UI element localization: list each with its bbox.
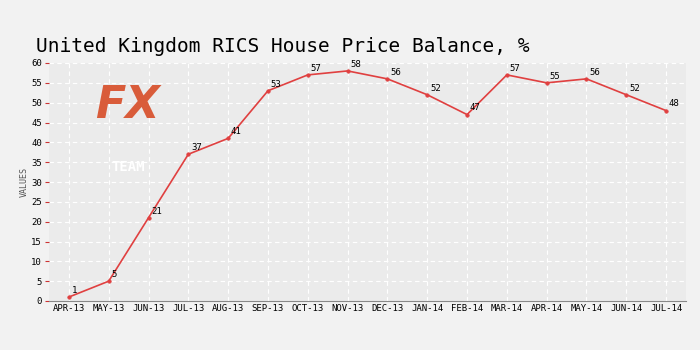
Text: 21: 21 xyxy=(151,206,162,216)
Text: TEAM: TEAM xyxy=(111,160,144,174)
Text: 5: 5 xyxy=(111,270,117,279)
Text: 56: 56 xyxy=(390,68,401,77)
Text: 57: 57 xyxy=(311,64,321,73)
Text: 53: 53 xyxy=(271,79,281,89)
Text: 37: 37 xyxy=(191,143,202,152)
Text: 58: 58 xyxy=(351,60,361,69)
Text: 48: 48 xyxy=(669,99,680,108)
Text: 1: 1 xyxy=(71,286,77,295)
Text: 47: 47 xyxy=(470,103,481,112)
Y-axis label: VALUES: VALUES xyxy=(20,167,29,197)
Text: 41: 41 xyxy=(231,127,241,136)
Text: 52: 52 xyxy=(430,84,441,92)
Text: 55: 55 xyxy=(550,72,560,80)
Text: 57: 57 xyxy=(510,64,520,73)
Text: United Kingdom RICS House Price Balance, %: United Kingdom RICS House Price Balance,… xyxy=(36,37,530,56)
Text: FX: FX xyxy=(95,84,160,127)
Text: 56: 56 xyxy=(589,68,600,77)
Text: 52: 52 xyxy=(629,84,640,92)
